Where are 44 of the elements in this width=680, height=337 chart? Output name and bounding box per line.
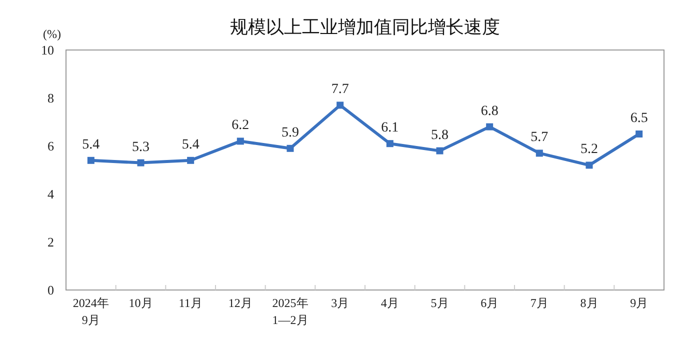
- x-tick-label: 9月: [630, 296, 648, 310]
- data-label: 5.9: [282, 125, 299, 140]
- y-axis-title: (%): [43, 27, 61, 41]
- x-tick-label: 6月: [480, 296, 499, 310]
- point: [536, 150, 543, 157]
- point: [586, 162, 593, 169]
- data-label: 5.2: [580, 142, 598, 158]
- data-label: 5.3: [132, 140, 150, 155]
- data-label: 5.8: [431, 128, 448, 143]
- y-tick-label: 4: [48, 186, 54, 202]
- y-tick-label: 0: [48, 282, 54, 298]
- chart-title: 规模以上工业增加值同比增长速度: [230, 17, 500, 37]
- x-tick-label: 11月: [178, 296, 202, 310]
- data-label: 5.7: [530, 130, 548, 146]
- point: [236, 138, 244, 145]
- y-tick-label: 2: [48, 234, 54, 250]
- x-tick-label: 2025年 1—2月: [272, 296, 308, 327]
- point: [87, 156, 94, 164]
- data-label: 5.4: [182, 137, 200, 152]
- point: [636, 130, 643, 138]
- data-label: 5.4: [82, 137, 100, 152]
- data-label: 6.2: [232, 118, 250, 134]
- x-tick-label: 5月: [430, 296, 449, 310]
- y-tick-label: 10: [41, 42, 54, 58]
- x-tick-label: 12月: [228, 296, 252, 310]
- data-label: 7.7: [331, 82, 349, 98]
- point: [286, 144, 294, 152]
- point: [386, 140, 394, 148]
- point: [486, 123, 494, 130]
- x-tick-label: 3月: [331, 296, 350, 310]
- y-tick-label: 6: [48, 138, 54, 154]
- data-label: 6.5: [630, 111, 648, 126]
- point: [137, 159, 144, 166]
- x-tick-label: 10月: [128, 296, 153, 310]
- point: [436, 147, 444, 154]
- x-tick-label: 7月: [530, 296, 548, 310]
- x-tick-label: 2024年 9月: [72, 296, 109, 327]
- x-tick-label: 8月: [580, 296, 598, 310]
- point: [187, 156, 194, 164]
- data-label: 6.8: [480, 104, 498, 119]
- x-tick-label: 4月: [380, 296, 399, 310]
- point: [336, 102, 344, 109]
- y-tick-label: 8: [48, 90, 54, 106]
- data-label: 6.1: [381, 120, 399, 136]
